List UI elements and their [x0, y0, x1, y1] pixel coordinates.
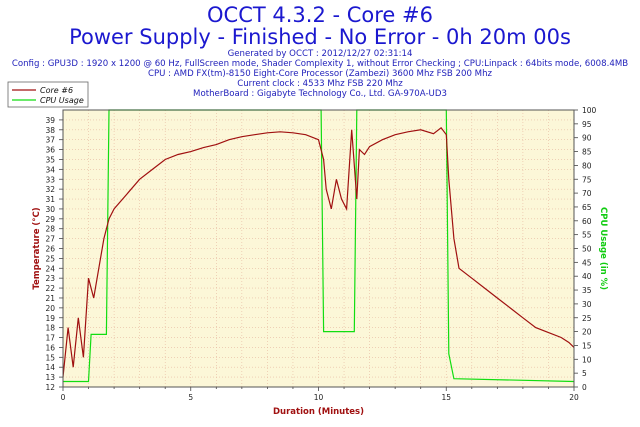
info-generated: Generated by OCCT : 2012/12/27 02:31:14 — [227, 49, 413, 59]
y-tick-label: 31 — [45, 195, 55, 204]
y2-tick-label: 35 — [582, 286, 592, 295]
y-tick-label: 13 — [45, 373, 55, 382]
y2-tick-label: 90 — [582, 134, 592, 143]
y2-axis-label: CPU Usage (in %) — [598, 207, 608, 290]
legend-label-core6: Core #6 — [40, 86, 73, 95]
y2-tick-label: 60 — [582, 217, 592, 226]
y-tick-label: 25 — [45, 254, 55, 263]
info-config: Config : GPU3D : 1920 x 1200 @ 60 Hz, Fu… — [11, 59, 629, 69]
y2-tick-label: 45 — [582, 258, 592, 267]
y-axis-ticks: 1213141516171819202122232425262728293031… — [45, 116, 63, 392]
y-tick-label: 12 — [45, 383, 55, 392]
x-tick-label: 20 — [569, 393, 579, 402]
y2-tick-label: 20 — [582, 328, 592, 337]
y-tick-label: 28 — [45, 225, 55, 234]
y-tick-label: 37 — [45, 136, 55, 145]
y-tick-label: 33 — [45, 175, 55, 184]
y-tick-label: 21 — [45, 294, 55, 303]
y2-tick-label: 55 — [582, 231, 592, 240]
grid-lines — [63, 110, 574, 388]
y-tick-label: 29 — [45, 215, 55, 224]
y2-axis-ticks: 0 5 10 15 20 25 30 35 40 45 50 55 60 65 70 75 80 85 90 95 10… — [574, 106, 597, 392]
x-tick-label: 15 — [441, 393, 451, 402]
y-tick-label: 22 — [45, 284, 55, 293]
y-tick-label: 35 — [45, 155, 55, 164]
y-tick-label: 23 — [45, 274, 55, 283]
y2-tick-label: 10 — [582, 355, 592, 364]
plot-border — [62, 109, 575, 388]
x-tick-label: 10 — [314, 393, 324, 402]
y-tick-label: 34 — [45, 165, 55, 174]
x-tick-label: 5 — [188, 393, 193, 402]
series-line-cpu-usage — [63, 109, 575, 383]
y-tick-label: 20 — [45, 304, 55, 313]
y-tick-label: 39 — [45, 116, 55, 125]
y-tick-label: 32 — [45, 185, 55, 194]
y2-tick-label: 70 — [582, 189, 592, 198]
y-tick-label: 15 — [45, 353, 55, 362]
chart-title: OCCT 4.3.2 - Core #6 — [207, 3, 433, 27]
y2-tick-label: 100 — [582, 106, 597, 115]
legend: Core #6 CPU Usage — [7, 81, 89, 108]
chart-subtitle: Power Supply - Finished - No Error - 0h … — [69, 25, 571, 49]
y-tick-label: 16 — [45, 343, 55, 352]
series-lines — [62, 109, 575, 383]
y2-tick-label: 65 — [582, 203, 592, 212]
x-axis-ticks: 0 5 10 15 20 — [61, 387, 579, 402]
legend-label-cpu-usage: CPU Usage — [40, 96, 84, 105]
y2-tick-label: 50 — [582, 245, 592, 254]
series-line-core6 — [62, 126, 575, 378]
y2-tick-label: 0 — [582, 383, 587, 392]
y-tick-label: 24 — [45, 264, 55, 273]
y-tick-label: 14 — [45, 363, 55, 372]
y2-tick-label: 25 — [582, 314, 592, 323]
info-clock: Current clock : 4533 Mhz FSB 220 Mhz — [237, 79, 403, 89]
y2-tick-label: 80 — [582, 161, 592, 170]
info-motherboard: MotherBoard : Gigabyte Technology Co., L… — [193, 89, 447, 99]
x-axis-label: Duration (Minutes) — [273, 407, 364, 417]
y2-tick-label: 5 — [582, 369, 587, 378]
y-tick-label: 19 — [45, 314, 55, 323]
y-tick-label: 27 — [45, 235, 55, 244]
y2-tick-label: 15 — [582, 341, 592, 350]
y2-tick-label: 30 — [582, 300, 592, 309]
y2-tick-label: 85 — [582, 148, 592, 157]
y-tick-label: 36 — [45, 146, 55, 155]
legend-box — [7, 81, 89, 108]
y-tick-label: 18 — [45, 324, 55, 333]
info-cpu: CPU : AMD FX(tm)-8150 Eight-Core Process… — [147, 69, 493, 79]
y-tick-label: 30 — [45, 205, 55, 214]
y-tick-label: 26 — [45, 245, 55, 254]
y2-tick-label: 75 — [582, 175, 592, 184]
y-tick-label: 38 — [45, 126, 55, 135]
y2-tick-label: 40 — [582, 272, 592, 281]
y-tick-label: 17 — [45, 334, 55, 343]
x-tick-label: 0 — [61, 393, 66, 402]
y2-tick-label: 95 — [582, 120, 592, 129]
y-axis-label: Temperature (°C) — [32, 207, 42, 289]
